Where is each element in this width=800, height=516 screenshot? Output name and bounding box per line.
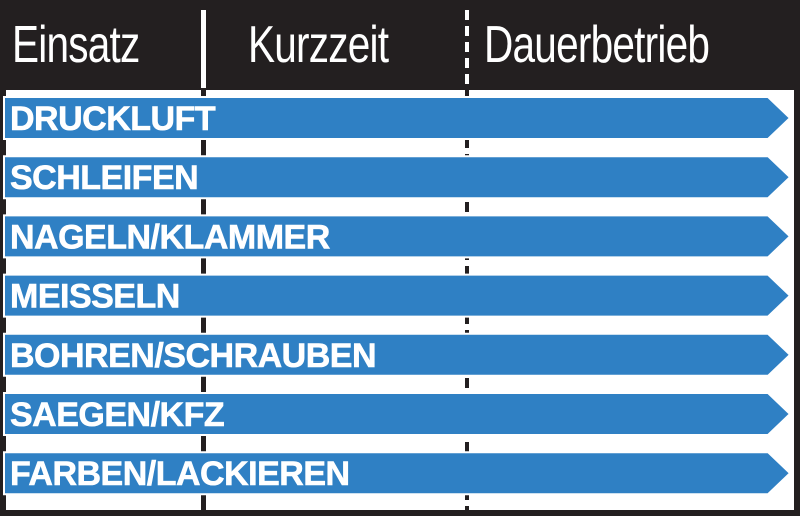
chart-header: Einsatz Kurzzeit Dauerbetrieb — [0, 0, 800, 90]
bar-label: SAEGEN/KFZ — [10, 396, 224, 434]
bar-label: BOHREN/SCHRAUBEN — [10, 337, 376, 375]
bar-label: DRUCKLUFT — [10, 100, 216, 138]
bar-arrow — [3, 392, 792, 436]
bar-arrow — [3, 451, 792, 496]
bar-arrow — [3, 155, 792, 200]
bar-label: FARBEN/LACKIEREN — [10, 455, 350, 493]
bar-label: SCHLEIFEN — [10, 159, 198, 197]
bar-arrow — [3, 214, 792, 259]
bar-schleifen: SCHLEIFEN — [3, 155, 792, 200]
header-divider-solid — [201, 10, 206, 88]
column-header-dauerbetrieb: Dauerbetrieb — [484, 16, 710, 74]
bar-druckluft: DRUCKLUFT — [3, 96, 792, 140]
bar-nageln-klammer: NAGELN/KLAMMER — [3, 214, 792, 259]
bar-farben-lackieren: FARBEN/LACKIEREN — [3, 451, 792, 496]
bar-arrow — [3, 332, 792, 377]
header-divider-dashed — [465, 10, 469, 88]
bar-meisseln: MEISSELN — [3, 273, 792, 318]
bar-bohren-schrauben: BOHREN/SCHRAUBEN — [3, 332, 792, 377]
column-header-einsatz: Einsatz — [12, 16, 140, 74]
bar-label: NAGELN/KLAMMER — [10, 218, 330, 256]
column-header-kurzzeit: Kurzzeit — [248, 16, 389, 74]
bar-arrow — [3, 96, 792, 140]
bar-label: MEISSELN — [10, 278, 180, 316]
bar-saegen-kfz: SAEGEN/KFZ — [3, 392, 792, 436]
bar-arrow — [3, 273, 792, 318]
